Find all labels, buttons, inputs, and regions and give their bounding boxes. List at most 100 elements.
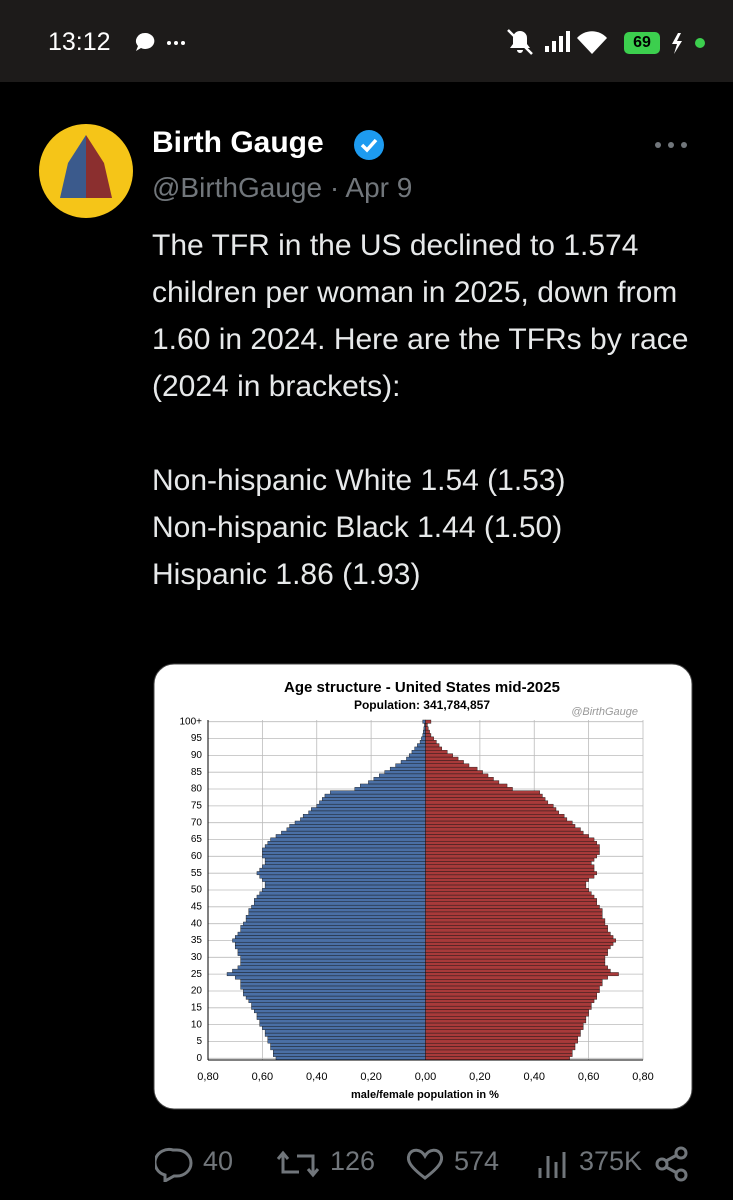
bar xyxy=(262,1026,426,1030)
bar xyxy=(425,1022,584,1027)
bar xyxy=(425,935,614,940)
bar xyxy=(240,962,426,966)
bar xyxy=(281,830,426,835)
chart-title: Age structure - United States mid-2025 xyxy=(284,679,560,696)
bar xyxy=(425,840,597,845)
like-icon[interactable] xyxy=(405,1146,445,1182)
bar xyxy=(425,793,543,798)
bar xyxy=(425,733,432,738)
bar xyxy=(234,975,426,980)
bar xyxy=(425,982,603,987)
bar xyxy=(254,898,426,902)
bar xyxy=(425,864,595,869)
handle[interactable]: @BirthGauge xyxy=(152,172,323,203)
avatar[interactable] xyxy=(38,123,134,219)
bar xyxy=(425,989,600,993)
y-tick-label: 5 xyxy=(196,1036,202,1047)
bar xyxy=(264,857,426,862)
bar xyxy=(425,797,546,801)
bar xyxy=(425,952,608,956)
bar xyxy=(262,888,426,892)
bar xyxy=(245,918,426,923)
battery: 69 xyxy=(624,32,660,54)
y-tick-label: 45 xyxy=(191,901,203,912)
bar xyxy=(425,857,595,862)
bar xyxy=(243,989,426,993)
bar xyxy=(425,726,429,731)
bar xyxy=(425,750,448,754)
bar xyxy=(262,878,426,882)
bar xyxy=(324,793,426,798)
bar xyxy=(240,958,426,963)
y-tick-label: 30 xyxy=(191,952,203,963)
bar xyxy=(379,773,426,778)
chart-subtitle: Population: 341,784,857 xyxy=(354,698,490,712)
bar xyxy=(319,800,426,805)
bar xyxy=(259,874,426,879)
bar xyxy=(264,881,426,886)
author-name[interactable]: Birth Gauge xyxy=(152,126,324,159)
bar xyxy=(425,830,584,835)
paragraph: Non-hispanic Black 1.44 (1.50) xyxy=(152,511,563,544)
x-tick-label: 0,80 xyxy=(632,1071,653,1083)
bar xyxy=(302,814,426,818)
bar xyxy=(425,884,587,889)
clock: 13:12 xyxy=(48,28,111,56)
more-menu[interactable] xyxy=(652,138,692,152)
bar xyxy=(425,773,489,778)
bar xyxy=(425,719,432,724)
bar xyxy=(262,864,426,869)
author-handle: @BirthGauge · Apr 9 xyxy=(152,172,413,203)
bar xyxy=(425,760,464,764)
bar xyxy=(275,1056,426,1061)
bar xyxy=(270,1046,426,1051)
bar xyxy=(425,1019,587,1024)
bar xyxy=(414,746,426,751)
paragraph: Non-hispanic White 1.54 (1.53) xyxy=(152,464,566,497)
bar xyxy=(425,817,568,822)
bar xyxy=(226,972,426,977)
x-tick-label: 0,40 xyxy=(306,1071,327,1083)
bar xyxy=(425,743,440,748)
bar xyxy=(425,941,614,946)
bar xyxy=(425,992,597,997)
bar xyxy=(425,763,470,768)
x-tick-label: 0,00 xyxy=(415,1071,436,1083)
like-count: 574 xyxy=(454,1146,500,1176)
share-icon[interactable] xyxy=(652,1144,692,1184)
bar xyxy=(256,1016,426,1020)
views-icon[interactable] xyxy=(535,1146,571,1182)
bar xyxy=(419,739,426,744)
bar xyxy=(234,945,426,950)
bar xyxy=(425,723,428,727)
y-tick-label: 95 xyxy=(191,733,203,744)
bar xyxy=(232,968,426,973)
bar xyxy=(240,985,426,990)
y-tick-label: 35 xyxy=(191,935,203,946)
bar xyxy=(425,898,597,902)
bar xyxy=(254,901,426,906)
y-tick-label: 65 xyxy=(191,834,203,845)
bar xyxy=(425,1032,581,1037)
bar xyxy=(406,756,426,761)
bar xyxy=(237,965,426,970)
y-tick-label: 75 xyxy=(191,800,203,811)
bar xyxy=(251,1002,426,1007)
bar xyxy=(425,800,549,805)
bar xyxy=(425,814,565,818)
bar xyxy=(425,874,595,879)
reply-icon[interactable] xyxy=(155,1146,195,1182)
bar xyxy=(425,780,500,785)
bar xyxy=(425,861,592,865)
y-tick-label: 60 xyxy=(191,851,203,862)
bar xyxy=(400,760,426,764)
repost-icon[interactable] xyxy=(275,1146,321,1182)
chart-card[interactable]: Age structure - United States mid-2025 P… xyxy=(153,663,693,1110)
bar xyxy=(425,851,600,855)
bar xyxy=(425,881,587,886)
bar xyxy=(321,797,426,801)
bar xyxy=(425,1012,589,1017)
x-axis-label: male/female population in % xyxy=(351,1089,499,1101)
paragraph: The TFR in the US declined to 1.574 chil… xyxy=(152,229,689,403)
bar xyxy=(425,938,617,943)
